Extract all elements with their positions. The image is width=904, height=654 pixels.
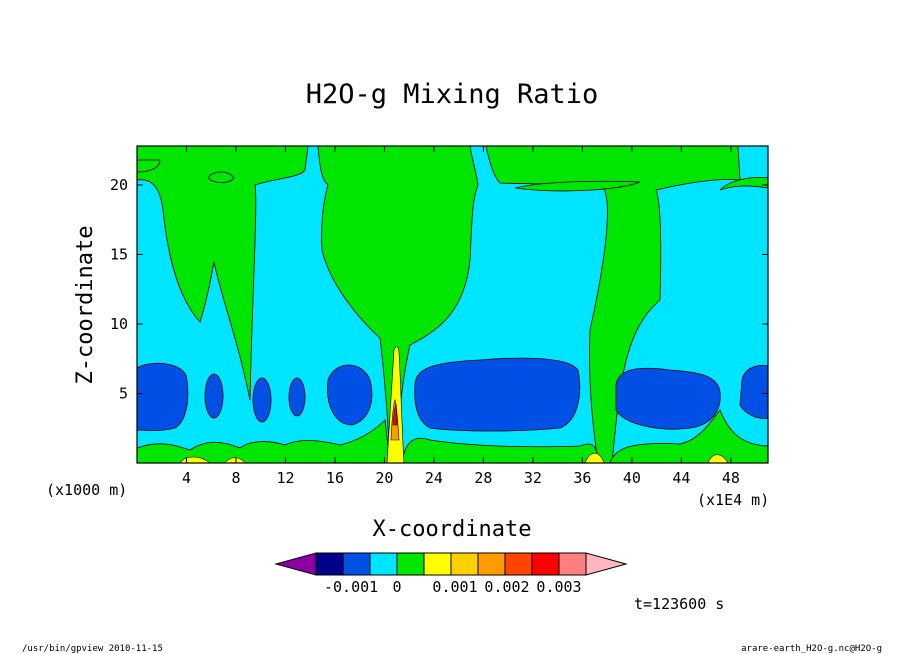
blue-regions [137, 357, 768, 432]
blue-region-5 [327, 364, 373, 426]
y-axis-label: Z-coordinate [73, 226, 98, 385]
green-bottom-band [137, 419, 391, 463]
x-axis: 4 8 12 16 20 24 28 32 36 40 44 48 [182, 146, 740, 487]
green-blob-2 [514, 180, 641, 192]
x-tick-label: 4 [182, 469, 191, 487]
x-tick-label: 20 [375, 469, 393, 487]
y-tick-label: 20 [110, 176, 128, 194]
green-blob-1 [207, 171, 235, 183]
plot-area [137, 146, 768, 463]
colorbar-arrow-right [585, 552, 628, 576]
colorbar-arrow-left [274, 552, 317, 576]
blue-region-1 [137, 362, 189, 431]
x-tick-label: 40 [623, 469, 641, 487]
colorbar-cell [396, 552, 425, 576]
x-tick-label: 28 [474, 469, 492, 487]
x-tick-label: 24 [425, 469, 443, 487]
red-core [392, 403, 398, 426]
colorbar-cell [423, 552, 452, 576]
green-intrusions [137, 159, 768, 463]
colorbar-tick-label: 0.002 [484, 578, 529, 596]
colorbar-cell [531, 552, 560, 576]
colorbar-tick-label: 0.001 [432, 578, 477, 596]
colorbar [274, 552, 628, 576]
colorbar-cell [450, 552, 479, 576]
footer-left: /usr/bin/gpview 2010-11-15 [22, 644, 163, 654]
x-axis-label: X-coordinate [373, 517, 532, 542]
colorbar-cell [315, 552, 344, 576]
colorbar-tick-label: 0 [392, 578, 401, 596]
blue-region-8 [739, 364, 768, 419]
blue-region-2 [204, 373, 224, 419]
x-tick-label: 44 [672, 469, 690, 487]
x-tick-label: 8 [231, 469, 240, 487]
blue-region-6 [414, 357, 581, 432]
blue-region-4 [288, 377, 306, 417]
time-label: t=123600 s [634, 595, 724, 613]
chart-title: H2O-g Mixing Ratio [306, 79, 599, 110]
y-axis: 5 10 15 20 [110, 176, 768, 402]
x-unit-right: (x1E4 m) [697, 491, 769, 509]
y-tick-label: 15 [110, 245, 128, 263]
blue-region-7 [615, 367, 721, 430]
colorbar-cell [342, 552, 371, 576]
colorbar-ticks: -0.001 0 0.001 0.002 0.003 [324, 578, 582, 596]
green-bottom-band-3 [609, 409, 768, 463]
colorbar-tick-label: 0.003 [536, 578, 581, 596]
green-bottom-band-2 [401, 437, 601, 463]
green-tongue-right [719, 177, 768, 191]
x-tick-label: 36 [573, 469, 591, 487]
blue-region-3 [252, 377, 272, 423]
colorbar-cell [558, 552, 587, 576]
y-tick-label: 5 [119, 384, 128, 402]
y-tick-label: 10 [110, 315, 128, 333]
x-tick-label: 12 [276, 469, 294, 487]
x-unit-left: (x1000 m) [46, 481, 127, 499]
colorbar-cell [504, 552, 533, 576]
colorbar-cell [369, 552, 398, 576]
x-tick-label: 48 [722, 469, 740, 487]
footer-right: arare-earth_H2O-g.nc@H2O-g [741, 644, 882, 654]
x-tick-label: 32 [524, 469, 542, 487]
x-tick-label: 16 [326, 469, 344, 487]
plot-frame [136, 145, 769, 464]
colorbar-tick-label: -0.001 [324, 578, 378, 596]
colorbar-cell [477, 552, 506, 576]
